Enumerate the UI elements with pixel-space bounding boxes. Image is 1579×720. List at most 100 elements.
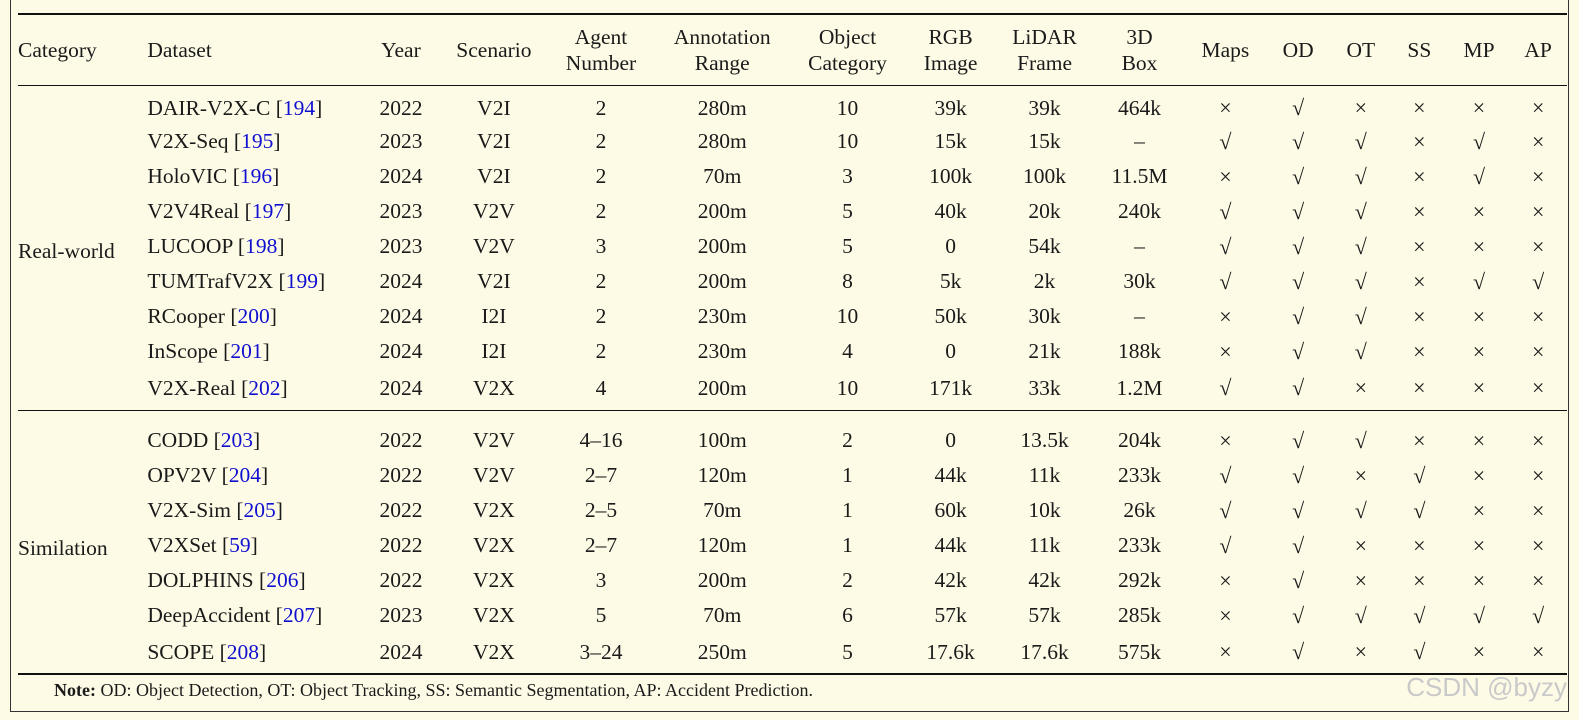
scenario-cell: V2I [477,95,511,120]
reference-link[interactable]: 204 [228,463,262,487]
year-cell: 2024 [379,339,423,363]
scenario-cell: V2X [472,639,515,664]
object-category-cell: 3 [842,164,853,188]
annotation-range-cell: 120m [697,533,747,557]
dataset-cell: V2V4Real [197] [147,199,292,223]
reference-link[interactable]: 208 [226,639,260,664]
scenario-cell: I2I [481,339,507,363]
ss-mark-cell: × [1413,303,1426,329]
header-line: Object [818,25,877,49]
object-category-cell: 2 [842,428,853,452]
table-row: OPV2V [204] 2022 V2V 2–7 120m 1 44k 11k 233k √ √ × √… [18,458,1567,493]
ap-mark-cell: × [1531,639,1545,664]
object-category-cell: 5 [842,639,853,664]
scenario-cell: V2I [477,164,511,188]
reference-link[interactable]: 59 [229,533,251,557]
rgb-image-cell: 60k [934,498,967,522]
year-cell: 2023 [379,199,423,223]
reference-link[interactable]: 200 [237,304,270,328]
header-mp: MP [1449,14,1510,86]
object-category-cell: 6 [842,603,853,627]
ot-mark-cell: √ [1354,602,1367,628]
reference-link[interactable]: 205 [243,498,276,522]
reference-link[interactable]: 195 [241,129,274,153]
object-category-cell: 1 [842,463,853,487]
object-category-cell: 1 [842,498,853,522]
3d-box-cell: 204k [1118,428,1162,452]
annotation-range-cell: 280m [697,95,747,120]
header-line: Box [1121,51,1158,75]
reference-link[interactable]: 203 [220,428,254,452]
dataset-cell: RCooper [200] [147,304,277,328]
dataset-name: HoloVIC [147,164,228,188]
object-category-cell: 5 [842,199,853,223]
lidar-frame-cell: 11k [1028,533,1061,557]
dataset-name: DAIR-V2X-C [147,95,271,120]
3d-box-cell: – [1134,304,1145,328]
header-row: Category Dataset Year Scenario Agent Number An… [18,14,1567,86]
dataset-cell: TUMTrafV2X [199] [147,269,326,293]
mp-mark-cell: × [1472,639,1486,664]
od-mark-cell: √ [1292,233,1305,259]
maps-mark-cell: × [1219,303,1232,329]
rgb-image-cell: 42k [934,568,967,592]
ot-mark-cell: √ [1354,163,1367,189]
reference-link[interactable]: 206 [266,568,299,592]
ss-mark-cell: √ [1413,602,1426,628]
header-ss: SS [1390,14,1449,86]
annotation-range-cell: 200m [697,199,747,223]
lidar-frame-cell: 100k [1023,164,1067,188]
annotation-range-cell: 120m [697,463,747,487]
table-row: Similation CODD [203] 2022 V2V 4–16 100m 2 0 13.… [18,411,1567,560]
dataset-cell: InScope [201] [147,339,270,363]
rgb-image-cell: 44k [934,463,967,487]
reference-link[interactable]: 199 [285,269,318,293]
table-row: V2XSet [59] 2022 V2X 2–7 120m 1 44k 11k 233k √ √ × ×… [18,528,1567,563]
reference-link[interactable]: 197 [251,199,285,223]
scenario-cell: V2X [472,375,515,400]
header-line: Image [923,51,978,75]
3d-box-cell: 285k [1118,603,1162,627]
header-line: Dataset [147,38,212,62]
reference-link[interactable]: 202 [248,375,281,400]
year-cell: 2022 [379,568,423,592]
od-mark-cell: √ [1292,268,1305,294]
3d-box-cell: 464k [1118,95,1162,120]
maps-mark-cell: × [1219,567,1232,593]
maps-mark-cell: √ [1219,268,1232,294]
annotation-range-cell: 230m [697,304,747,328]
reference-link[interactable]: 207 [282,603,316,627]
ss-mark-cell: √ [1413,462,1426,488]
reference-link[interactable]: 194 [282,95,316,120]
object-category-cell: 10 [836,95,859,120]
header-line: SS [1407,38,1432,62]
lidar-frame-cell: 10k [1028,498,1061,522]
annotation-range-cell: 70m [703,603,742,627]
scenario-cell: V2X [472,533,515,557]
reference-link[interactable]: 198 [245,234,278,258]
table-row: V2V4Real [197] 2023 V2V 2 200m 5 40k 20k 240k √ √ √… [18,194,1567,229]
ap-mark-cell: × [1531,427,1545,453]
ap-mark-cell: × [1531,497,1545,523]
maps-mark-cell: √ [1219,128,1232,154]
agent-number-cell: 2–7 [584,463,618,487]
year-cell: 2023 [379,234,423,258]
ot-mark-cell: √ [1354,497,1367,523]
reference-link[interactable]: 201 [230,339,263,363]
simulation-group: Similation CODD [203] 2022 V2V 4–16 100m 2 0 13.… [18,410,1567,674]
reference-link[interactable]: 196 [239,164,273,188]
agent-number-cell: 2 [595,304,607,328]
year-cell: 2024 [379,375,423,400]
real-world-group: Real-world DAIR-V2X-C [194] 2022 V2I 2 280m 10… [18,86,1567,411]
rgb-image-cell: 17.6k [926,639,975,664]
od-mark-cell: √ [1292,198,1305,224]
lidar-frame-cell: 17.6k [1020,639,1069,664]
dataset-cell: DAIR-V2X-C [194] [147,95,323,120]
mp-mark-cell: × [1472,233,1486,259]
lidar-frame-cell: 11k [1028,463,1061,487]
header-line: Range [694,51,750,75]
table-row: SCOPE [208] 2024 V2X 3–24 250m 5 17.6k 17.6k 575… [18,633,1567,674]
dataset-name: SCOPE [147,639,215,664]
mp-mark-cell: × [1472,497,1486,523]
header-line: OT [1346,38,1376,62]
